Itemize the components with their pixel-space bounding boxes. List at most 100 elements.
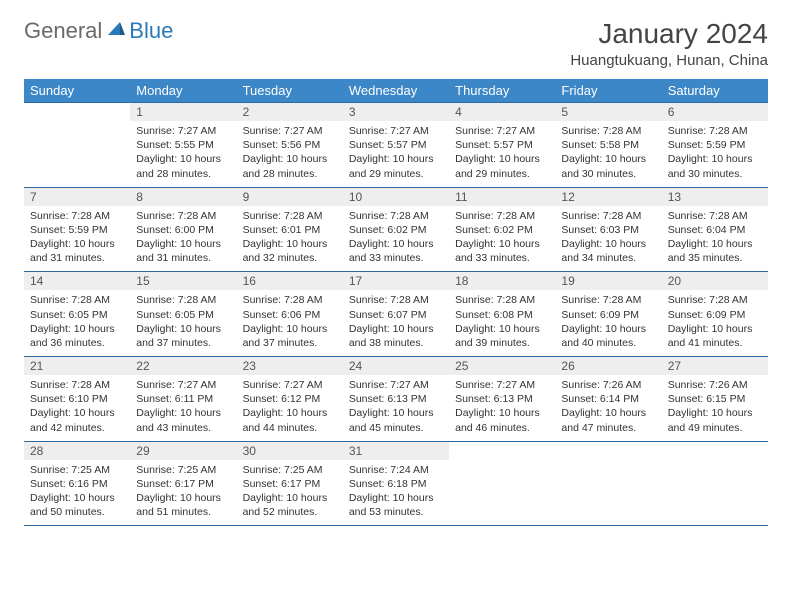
sunset-text: Sunset: 6:01 PM xyxy=(243,223,337,237)
calendar-day-cell: 23 Sunrise: 7:27 AMSunset: 6:12 PMDayligh… xyxy=(237,357,343,442)
calendar-day-cell: 8Sunrise: 7:28 AMSunset: 6:00 PMDaylight… xyxy=(130,187,236,272)
sunset-text: Sunset: 5:59 PM xyxy=(30,223,124,237)
calendar-table: Sunday Monday Tuesday Wednesday Thursday… xyxy=(24,79,768,526)
daylight-text: Daylight: 10 hours and 30 minutes. xyxy=(668,152,762,180)
daylight-text: Daylight: 10 hours and 41 minutes. xyxy=(668,322,762,350)
day-number: 15 xyxy=(130,272,236,290)
daylight-text: Daylight: 10 hours and 42 minutes. xyxy=(30,406,124,434)
sunset-text: Sunset: 6:12 PM xyxy=(243,392,337,406)
sunrise-text: Sunrise: 7:24 AM xyxy=(349,463,443,477)
sunset-text: Sunset: 6:14 PM xyxy=(561,392,655,406)
sunrise-text: Sunrise: 7:28 AM xyxy=(349,209,443,223)
calendar-week-row: 1Sunrise: 7:27 AMSunset: 5:55 PMDaylight… xyxy=(24,103,768,188)
day-body: Sunrise: 7:28 AMSunset: 6:07 PMDaylight:… xyxy=(343,290,449,356)
sunrise-text: Sunrise: 7:27 AM xyxy=(136,378,230,392)
calendar-day-cell: 5Sunrise: 7:28 AMSunset: 5:58 PMDaylight… xyxy=(555,103,661,188)
day-number: 5 xyxy=(555,103,661,121)
calendar-day-cell: 24Sunrise: 7:27 AMSunset: 6:13 PMDayligh… xyxy=(343,357,449,442)
sunrise-text: Sunrise: 7:28 AM xyxy=(243,293,337,307)
weekday-header: Sunday xyxy=(24,79,130,103)
day-body: Sunrise: 7:24 AMSunset: 6:18 PMDaylight:… xyxy=(343,460,449,526)
sunrise-text: Sunrise: 7:27 AM xyxy=(243,378,337,392)
weekday-header: Friday xyxy=(555,79,661,103)
day-body: Sunrise: 7:28 AMSunset: 6:08 PMDaylight:… xyxy=(449,290,555,356)
day-number: 7 xyxy=(24,188,130,206)
daylight-text: Daylight: 10 hours and 30 minutes. xyxy=(561,152,655,180)
day-number: 4 xyxy=(449,103,555,121)
calendar-day-cell: 2Sunrise: 7:27 AMSunset: 5:56 PMDaylight… xyxy=(237,103,343,188)
day-number: 21 xyxy=(24,357,130,375)
sunrise-text: Sunrise: 7:27 AM xyxy=(349,124,443,138)
calendar-day-cell: 4Sunrise: 7:27 AMSunset: 5:57 PMDaylight… xyxy=(449,103,555,188)
daylight-text: Daylight: 10 hours and 33 minutes. xyxy=(455,237,549,265)
calendar-day-cell: 22Sunrise: 7:27 AMSunset: 6:11 PMDayligh… xyxy=(130,357,236,442)
calendar-day-cell: 21Sunrise: 7:28 AMSunset: 6:10 PMDayligh… xyxy=(24,357,130,442)
calendar-day-cell: 19Sunrise: 7:28 AMSunset: 6:09 PMDayligh… xyxy=(555,272,661,357)
calendar-day-cell: 14Sunrise: 7:28 AMSunset: 6:05 PMDayligh… xyxy=(24,272,130,357)
day-body: Sunrise: 7:27 AMSunset: 6:11 PMDaylight:… xyxy=(130,375,236,441)
day-number: 23 xyxy=(237,357,343,375)
sunrise-text: Sunrise: 7:28 AM xyxy=(668,124,762,138)
daylight-text: Daylight: 10 hours and 46 minutes. xyxy=(455,406,549,434)
calendar-day-cell: 3Sunrise: 7:27 AMSunset: 5:57 PMDaylight… xyxy=(343,103,449,188)
title-block: January 2024 Huangtukuang, Hunan, China xyxy=(570,18,768,69)
day-body: Sunrise: 7:28 AMSunset: 6:09 PMDaylight:… xyxy=(662,290,768,356)
daylight-text: Daylight: 10 hours and 29 minutes. xyxy=(455,152,549,180)
daylight-text: Daylight: 10 hours and 47 minutes. xyxy=(561,406,655,434)
logo-sail-icon xyxy=(106,19,126,44)
sunset-text: Sunset: 6:07 PM xyxy=(349,308,443,322)
sunrise-text: Sunrise: 7:28 AM xyxy=(455,209,549,223)
sunrise-text: Sunrise: 7:26 AM xyxy=(561,378,655,392)
daylight-text: Daylight: 10 hours and 34 minutes. xyxy=(561,237,655,265)
day-number: 29 xyxy=(130,442,236,460)
day-number: 18 xyxy=(449,272,555,290)
calendar-day-cell: 10Sunrise: 7:28 AMSunset: 6:02 PMDayligh… xyxy=(343,187,449,272)
calendar-day-cell xyxy=(24,103,130,188)
weekday-header-row: Sunday Monday Tuesday Wednesday Thursday… xyxy=(24,79,768,103)
day-body: Sunrise: 7:28 AMSunset: 5:59 PMDaylight:… xyxy=(24,206,130,272)
daylight-text: Daylight: 10 hours and 45 minutes. xyxy=(349,406,443,434)
weekday-header: Thursday xyxy=(449,79,555,103)
daylight-text: Daylight: 10 hours and 31 minutes. xyxy=(30,237,124,265)
calendar-day-cell: 1Sunrise: 7:27 AMSunset: 5:55 PMDaylight… xyxy=(130,103,236,188)
day-body: Sunrise: 7:27 AMSunset: 6:13 PMDaylight:… xyxy=(449,375,555,441)
daylight-text: Daylight: 10 hours and 31 minutes. xyxy=(136,237,230,265)
day-body: Sunrise: 7:27 AMSunset: 6:13 PMDaylight:… xyxy=(343,375,449,441)
day-body: Sunrise: 7:28 AMSunset: 6:03 PMDaylight:… xyxy=(555,206,661,272)
day-body: Sunrise: 7:25 AMSunset: 6:17 PMDaylight:… xyxy=(130,460,236,526)
sunset-text: Sunset: 6:02 PM xyxy=(455,223,549,237)
location-subtitle: Huangtukuang, Hunan, China xyxy=(570,52,768,69)
sunrise-text: Sunrise: 7:26 AM xyxy=(668,378,762,392)
day-number: 6 xyxy=(662,103,768,121)
sunrise-text: Sunrise: 7:28 AM xyxy=(349,293,443,307)
calendar-day-cell: 13Sunrise: 7:28 AMSunset: 6:04 PMDayligh… xyxy=(662,187,768,272)
daylight-text: Daylight: 10 hours and 28 minutes. xyxy=(136,152,230,180)
calendar-day-cell: 9Sunrise: 7:28 AMSunset: 6:01 PMDaylight… xyxy=(237,187,343,272)
sunrise-text: Sunrise: 7:28 AM xyxy=(455,293,549,307)
logo-text-blue: Blue xyxy=(129,18,173,44)
sunset-text: Sunset: 6:06 PM xyxy=(243,308,337,322)
daylight-text: Daylight: 10 hours and 44 minutes. xyxy=(243,406,337,434)
calendar-day-cell: 27Sunrise: 7:26 AMSunset: 6:15 PMDayligh… xyxy=(662,357,768,442)
sunset-text: Sunset: 6:17 PM xyxy=(136,477,230,491)
daylight-text: Daylight: 10 hours and 32 minutes. xyxy=(243,237,337,265)
weekday-header: Tuesday xyxy=(237,79,343,103)
sunrise-text: Sunrise: 7:25 AM xyxy=(136,463,230,477)
calendar-day-cell: 20Sunrise: 7:28 AMSunset: 6:09 PMDayligh… xyxy=(662,272,768,357)
day-body: Sunrise: 7:28 AMSunset: 6:06 PMDaylight:… xyxy=(237,290,343,356)
day-number: 17 xyxy=(343,272,449,290)
calendar-day-cell xyxy=(555,441,661,526)
daylight-text: Daylight: 10 hours and 38 minutes. xyxy=(349,322,443,350)
sunrise-text: Sunrise: 7:25 AM xyxy=(30,463,124,477)
weekday-header: Saturday xyxy=(662,79,768,103)
daylight-text: Daylight: 10 hours and 49 minutes. xyxy=(668,406,762,434)
header: General Blue January 2024 Huangtukuang, … xyxy=(24,18,768,69)
sunset-text: Sunset: 6:11 PM xyxy=(136,392,230,406)
sunset-text: Sunset: 5:55 PM xyxy=(136,138,230,152)
page-title: January 2024 xyxy=(570,18,768,50)
calendar-day-cell: 16Sunrise: 7:28 AMSunset: 6:06 PMDayligh… xyxy=(237,272,343,357)
day-number: 2 xyxy=(237,103,343,121)
day-body: Sunrise: 7:28 AMSunset: 6:02 PMDaylight:… xyxy=(343,206,449,272)
daylight-text: Daylight: 10 hours and 29 minutes. xyxy=(349,152,443,180)
sunrise-text: Sunrise: 7:28 AM xyxy=(561,209,655,223)
